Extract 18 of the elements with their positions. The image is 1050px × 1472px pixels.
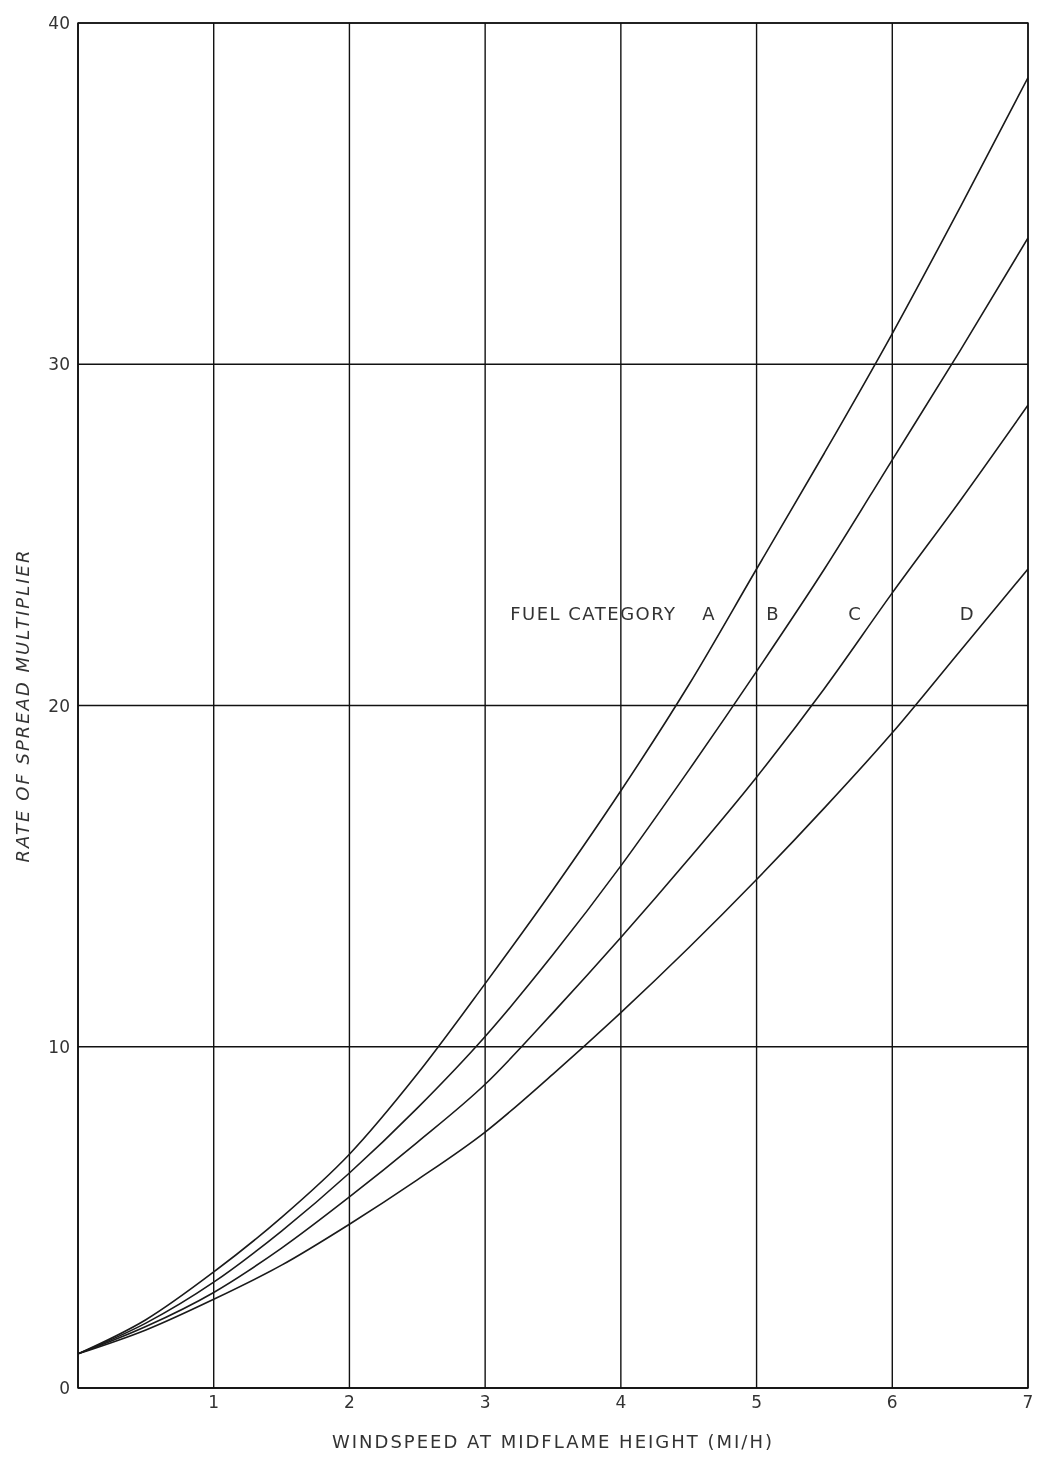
- x-tick-label: 1: [208, 1392, 220, 1413]
- x-tick-label: 6: [886, 1392, 898, 1413]
- y-tick-label: 30: [48, 354, 70, 375]
- y-axis-title: RATE OF SPREAD MULTIPLIER: [12, 548, 34, 863]
- x-tick-label: 3: [479, 1392, 491, 1413]
- y-tick-label: 10: [48, 1036, 70, 1057]
- x-tick-label: 5: [751, 1392, 762, 1413]
- x-tick-label: 2: [344, 1392, 355, 1413]
- x-tick-label: 7: [1022, 1392, 1034, 1413]
- series-label: B: [766, 603, 779, 625]
- series-label: C: [848, 603, 861, 625]
- x-tick-label: 4: [615, 1392, 627, 1413]
- y-tick-label: 20: [48, 695, 70, 716]
- y-tick-label: 40: [48, 13, 70, 34]
- series-label: D: [959, 603, 974, 625]
- series-label: A: [702, 603, 716, 625]
- x-axis-title: WINDSPEED AT MIDFLAME HEIGHT (MI/H): [331, 1431, 775, 1452]
- y-tick-label: 0: [59, 1378, 70, 1399]
